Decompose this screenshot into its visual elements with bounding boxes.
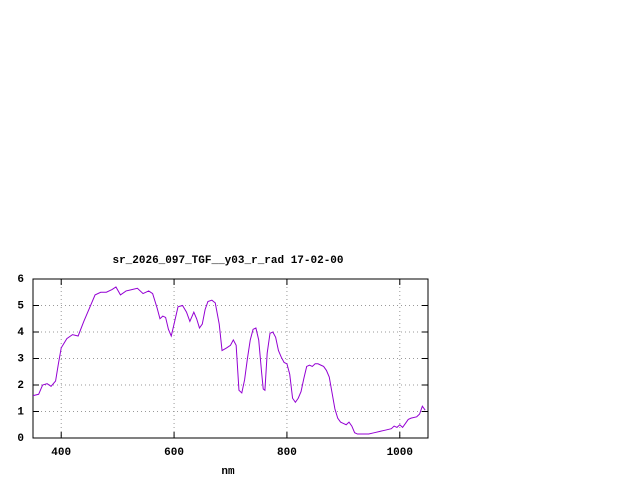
x-tick-label: 800 xyxy=(277,447,297,459)
x-tick-label: 400 xyxy=(51,447,71,459)
y-tick-label: 5 xyxy=(17,300,24,312)
y-tick-label: 1 xyxy=(17,406,24,418)
x-axis-label: nm xyxy=(221,466,235,478)
y-tick-label: 0 xyxy=(17,433,24,445)
chart-title: sr_2026_097_TGF__y03_r_rad 17-02-00 xyxy=(112,255,343,267)
data-line xyxy=(32,286,426,435)
y-tick-label: 6 xyxy=(17,274,24,286)
x-tick-label: 1000 xyxy=(387,447,413,459)
y-tick-label: 2 xyxy=(17,380,24,392)
x-tick-label: 600 xyxy=(164,447,184,459)
y-tick-label: 4 xyxy=(17,327,24,339)
plot-frame xyxy=(32,278,429,439)
y-tick-label: 3 xyxy=(17,353,24,365)
